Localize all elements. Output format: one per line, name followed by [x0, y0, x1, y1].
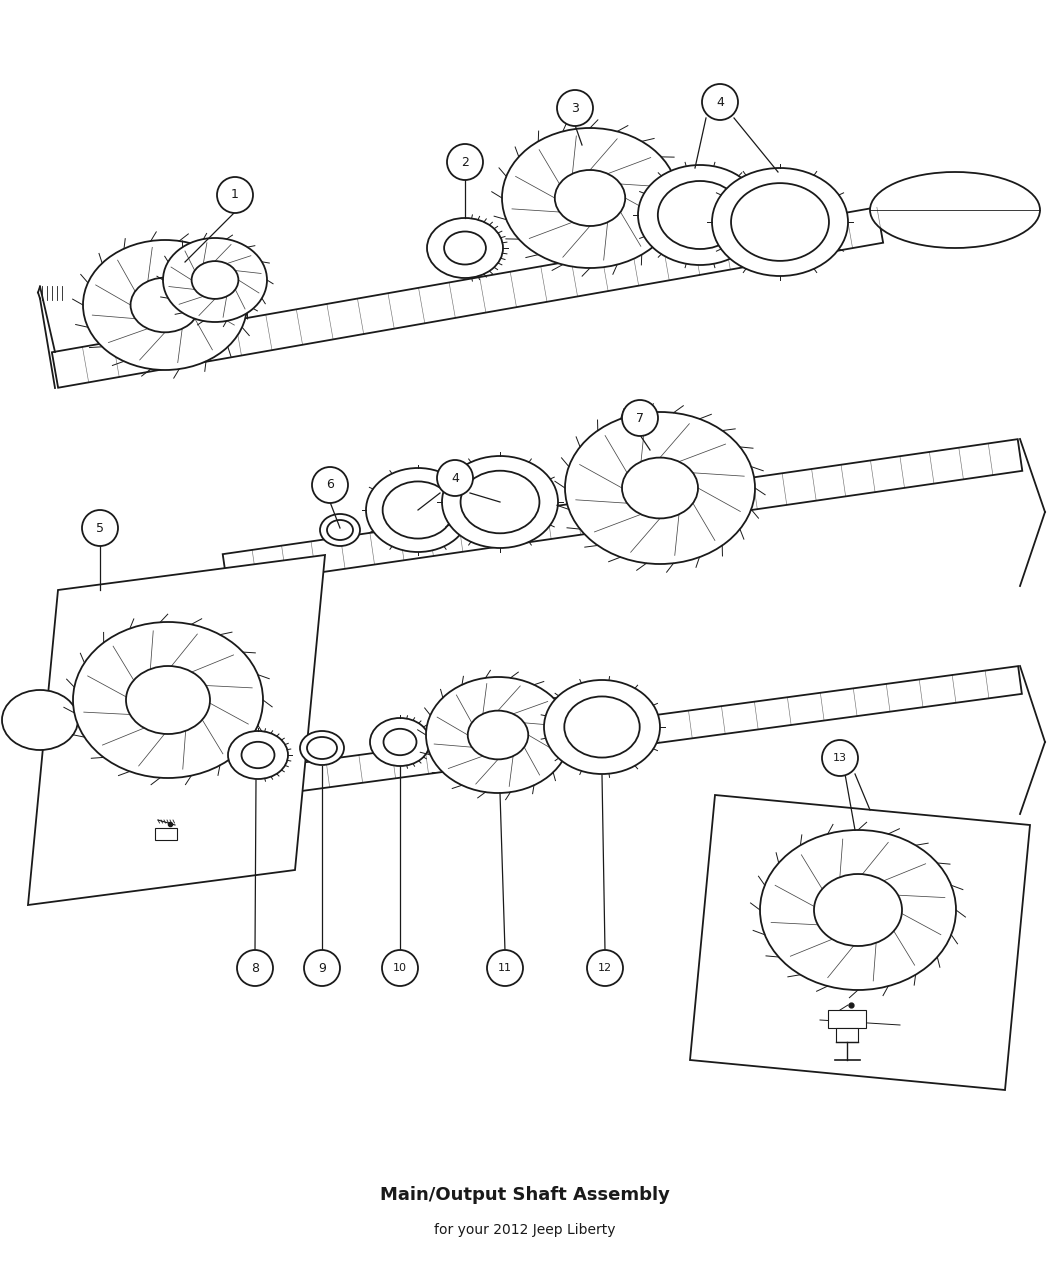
Circle shape — [82, 510, 118, 546]
Circle shape — [487, 950, 523, 986]
Text: 11: 11 — [498, 963, 512, 973]
Ellipse shape — [130, 278, 200, 333]
Circle shape — [702, 84, 738, 120]
Ellipse shape — [444, 232, 486, 264]
Bar — [828, 1010, 866, 1028]
Ellipse shape — [327, 520, 353, 541]
Text: 12: 12 — [597, 963, 612, 973]
Ellipse shape — [814, 873, 902, 946]
Ellipse shape — [544, 680, 660, 774]
Ellipse shape — [442, 456, 558, 548]
Ellipse shape — [554, 170, 625, 226]
Ellipse shape — [366, 468, 470, 552]
Ellipse shape — [300, 731, 344, 765]
Text: 4: 4 — [452, 472, 459, 484]
Ellipse shape — [461, 470, 540, 533]
Ellipse shape — [126, 666, 210, 734]
Text: 9: 9 — [318, 961, 326, 974]
Ellipse shape — [426, 677, 570, 793]
Ellipse shape — [320, 514, 360, 546]
Ellipse shape — [191, 261, 238, 298]
Text: 2: 2 — [461, 156, 469, 168]
Circle shape — [217, 177, 253, 213]
Circle shape — [437, 460, 472, 496]
Text: 10: 10 — [393, 963, 407, 973]
Ellipse shape — [658, 181, 742, 249]
Polygon shape — [223, 439, 1023, 585]
Ellipse shape — [870, 172, 1040, 249]
Circle shape — [622, 400, 658, 436]
Ellipse shape — [163, 238, 267, 323]
Ellipse shape — [622, 458, 698, 519]
Text: 6: 6 — [327, 478, 334, 491]
Ellipse shape — [2, 690, 78, 750]
Ellipse shape — [712, 168, 848, 275]
Ellipse shape — [74, 622, 262, 778]
Ellipse shape — [132, 671, 204, 729]
Circle shape — [237, 950, 273, 986]
Ellipse shape — [502, 128, 678, 268]
Ellipse shape — [565, 412, 755, 564]
Ellipse shape — [382, 482, 454, 538]
Polygon shape — [690, 796, 1030, 1090]
Text: 4: 4 — [716, 96, 723, 108]
Text: 1: 1 — [231, 189, 239, 201]
Ellipse shape — [731, 184, 828, 261]
Circle shape — [822, 740, 858, 776]
Text: 3: 3 — [571, 102, 579, 115]
Text: 7: 7 — [636, 412, 644, 425]
Bar — [836, 1028, 858, 1042]
Bar — [155, 827, 177, 840]
Text: Main/Output Shaft Assembly: Main/Output Shaft Assembly — [380, 1186, 670, 1204]
Circle shape — [556, 91, 593, 126]
Ellipse shape — [228, 731, 288, 779]
Circle shape — [304, 950, 340, 986]
Circle shape — [382, 950, 418, 986]
Ellipse shape — [242, 742, 274, 769]
Text: for your 2012 Jeep Liberty: for your 2012 Jeep Liberty — [435, 1223, 615, 1237]
Polygon shape — [51, 208, 883, 388]
Ellipse shape — [760, 830, 956, 989]
Polygon shape — [28, 555, 326, 905]
Ellipse shape — [307, 737, 337, 759]
Ellipse shape — [370, 718, 430, 766]
Circle shape — [447, 144, 483, 180]
Polygon shape — [128, 666, 1022, 813]
Text: 8: 8 — [251, 961, 259, 974]
Ellipse shape — [383, 729, 417, 755]
Circle shape — [587, 950, 623, 986]
Ellipse shape — [83, 240, 247, 370]
Ellipse shape — [427, 218, 503, 278]
Ellipse shape — [638, 164, 762, 265]
Circle shape — [312, 467, 348, 504]
Ellipse shape — [467, 710, 528, 760]
Ellipse shape — [564, 696, 639, 757]
Text: 13: 13 — [833, 754, 847, 762]
Text: 5: 5 — [96, 521, 104, 534]
Ellipse shape — [821, 880, 896, 941]
